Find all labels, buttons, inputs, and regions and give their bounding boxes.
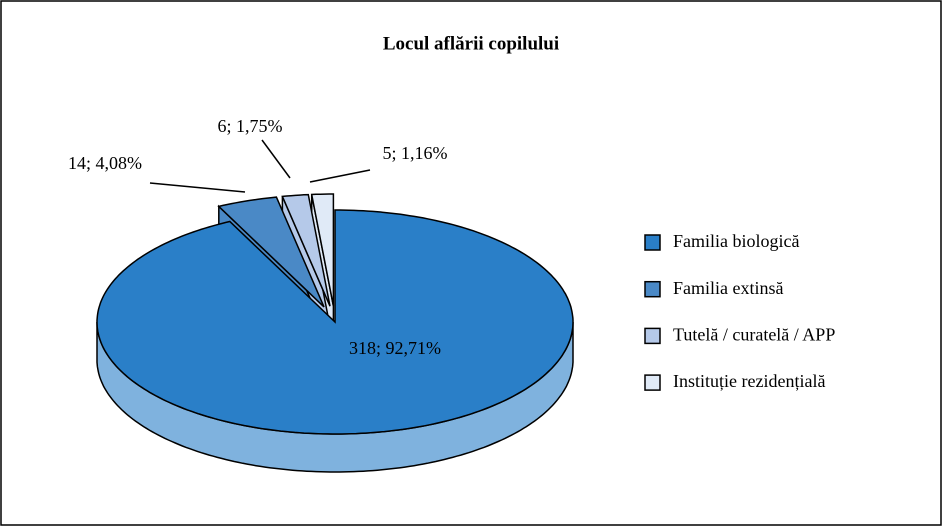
leader-line xyxy=(149,182,246,193)
pie-slice xyxy=(217,196,325,308)
chart-title: Locul aflării copilului xyxy=(383,33,559,54)
pie-slice xyxy=(310,193,335,307)
legend-label: Familia biologică xyxy=(673,231,799,251)
data-label: 318; 92,71% xyxy=(349,338,441,358)
legend-label: Familia extinsă xyxy=(673,278,783,298)
pie-slice xyxy=(281,193,331,307)
legend-swatch xyxy=(644,327,661,345)
data-label: 5; 1,16% xyxy=(383,143,448,163)
legend-swatch xyxy=(644,234,661,251)
pie-slice xyxy=(96,209,574,435)
data-label: 6; 1,75% xyxy=(218,116,283,136)
legend-label: Tutelă / curatelă / APP xyxy=(673,325,835,345)
data-label: 14; 4,08% xyxy=(68,153,142,173)
leader-line xyxy=(261,139,291,179)
leader-line xyxy=(309,169,371,183)
legend-swatch xyxy=(644,280,661,298)
legend-swatch xyxy=(644,374,661,391)
legend-label: Instituție rezidențială xyxy=(673,371,825,391)
